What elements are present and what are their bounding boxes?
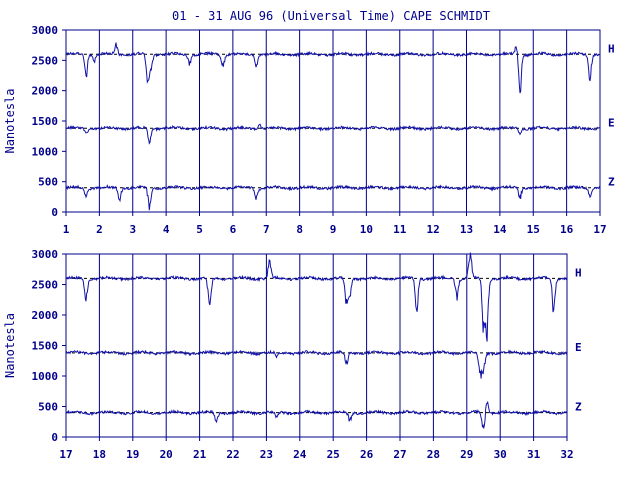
x-tick-label: 17 xyxy=(593,223,606,236)
y-tick-label: 500 xyxy=(38,176,58,189)
y-tick-label: 1000 xyxy=(32,370,59,383)
x-tick-label: 29 xyxy=(460,448,473,461)
y-tick-label: 3000 xyxy=(32,248,59,261)
x-tick-label: 9 xyxy=(330,223,337,236)
series-trace-H xyxy=(65,42,601,94)
x-tick-label: 30 xyxy=(494,448,507,461)
y-tick-label: 1500 xyxy=(32,340,59,353)
x-tick-label: 22 xyxy=(226,448,239,461)
y-tick-label: 1000 xyxy=(32,145,59,158)
y-tick-label: 2000 xyxy=(32,309,59,322)
x-tick-label: 13 xyxy=(460,223,473,236)
x-tick-label: 4 xyxy=(163,223,170,236)
series-trace-Z xyxy=(65,184,601,211)
x-tick-label: 1 xyxy=(63,223,70,236)
y-tick-label: 2500 xyxy=(32,279,59,292)
y-tick-label: 2500 xyxy=(32,54,59,67)
chart-title: 01 - 31 AUG 96 (Universal Time) CAPE SCH… xyxy=(172,9,490,23)
series-label-E: E xyxy=(575,341,582,354)
x-tick-label: 32 xyxy=(560,448,573,461)
series-label-H: H xyxy=(575,266,582,279)
series-label-Z: Z xyxy=(608,176,615,189)
x-tick-label: 15 xyxy=(527,223,540,236)
y-tick-label: 3000 xyxy=(32,24,59,37)
panel-1: 1 2 3 4 5 6 7 8 9 10 11 12 13 14 15 16 17050010001500200… xyxy=(3,24,615,236)
series-trace-Z xyxy=(65,400,568,429)
y-axis-label: Nanotesla xyxy=(3,313,17,378)
x-tick-label: 8 xyxy=(296,223,303,236)
series-label-E: E xyxy=(608,116,615,129)
x-tick-label: 2 xyxy=(96,223,103,236)
x-tick-label: 3 xyxy=(129,223,136,236)
x-tick-label: 18 xyxy=(93,448,106,461)
x-tick-label: 25 xyxy=(327,448,340,461)
y-tick-label: 500 xyxy=(38,401,58,414)
x-tick-label: 11 xyxy=(393,223,407,236)
series-label-H: H xyxy=(608,42,615,55)
x-tick-label: 6 xyxy=(230,223,237,236)
y-axis-label: Nanotesla xyxy=(3,88,17,153)
panel-2: 17 18 19 20 21 22 23 24 25 26 27 28 29 30 31 32 0 500 1000… xyxy=(3,248,582,461)
series-label-Z: Z xyxy=(575,401,582,414)
x-tick-label: 21 xyxy=(193,448,207,461)
x-tick-label: 12 xyxy=(427,223,440,236)
series-trace-E xyxy=(65,349,568,379)
plot-frame xyxy=(65,253,568,438)
x-tick-label: 24 xyxy=(293,448,307,461)
x-tick-label: 20 xyxy=(160,448,173,461)
series-trace-E xyxy=(65,123,600,145)
y-tick-label: 0 xyxy=(51,206,58,219)
x-tick-label: 26 xyxy=(360,448,374,461)
series-trace-H xyxy=(65,252,568,342)
x-tick-label: 17 xyxy=(59,448,72,461)
x-tick-label: 27 xyxy=(393,448,406,461)
x-tick-label: 7 xyxy=(263,223,270,236)
x-tick-label: 16 xyxy=(560,223,574,236)
x-tick-label: 10 xyxy=(360,223,373,236)
x-tick-label: 19 xyxy=(126,448,139,461)
x-tick-label: 28 xyxy=(427,448,440,461)
x-tick-label: 14 xyxy=(493,223,507,236)
x-tick-label: 23 xyxy=(260,448,273,461)
y-tick-label: 1500 xyxy=(32,115,59,128)
y-tick-label: 0 xyxy=(51,431,58,444)
x-tick-label: 5 xyxy=(196,223,203,236)
x-tick-label: 31 xyxy=(527,448,541,461)
y-tick-label: 2000 xyxy=(32,85,59,98)
